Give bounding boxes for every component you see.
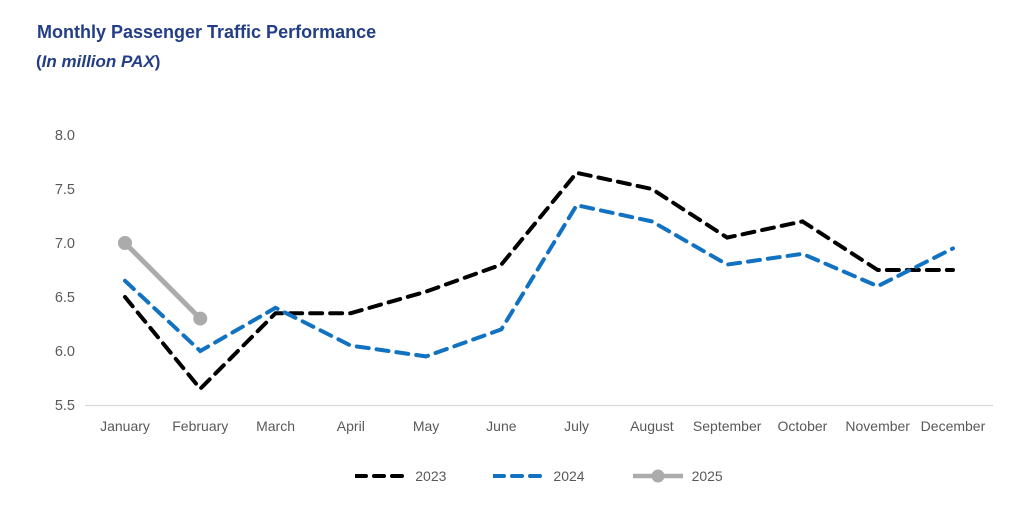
y-tick-label: 7.5: [55, 182, 75, 198]
chart-title: Monthly Passenger Traffic Performance: [37, 22, 377, 42]
y-tick-label: 6.5: [55, 290, 75, 306]
y-tick-label: 5.5: [55, 398, 75, 414]
x-tick-label: September: [693, 418, 762, 434]
subtitle-text: In million PAX: [41, 52, 155, 71]
series-line-2024: [123, 202, 955, 359]
legend-label-2023: 2023: [415, 468, 447, 484]
legend-item-2025: 2025: [632, 468, 723, 484]
x-tick-label: December: [921, 418, 986, 434]
x-tick-label: July: [564, 418, 589, 434]
x-tick-label: August: [630, 418, 674, 434]
series-marker-2025: [118, 236, 132, 250]
legend-swatch-2025-solid-marker-line: [632, 469, 684, 483]
chart-legend: 2023 2024 2025: [85, 468, 993, 484]
legend-swatch-2023-dashed-line: [355, 469, 408, 483]
y-tick-label: 6.0: [55, 344, 75, 360]
legend-item-2023: 2023: [355, 468, 446, 484]
x-tick-label: April: [337, 418, 365, 434]
x-tick-label: November: [845, 418, 910, 434]
x-tick-label: May: [413, 418, 439, 434]
x-tick-label: January: [100, 418, 150, 434]
legend-label-2025: 2025: [691, 468, 723, 484]
legend-label-2024: 2024: [553, 468, 585, 484]
legend-item-2024: 2024: [493, 468, 585, 484]
series-line-2025: [123, 241, 203, 321]
y-tick-label: 7.0: [55, 236, 75, 252]
x-tick-label: February: [172, 418, 228, 434]
chart-subtitle: (In million PAX): [36, 50, 160, 74]
x-tick-label: October: [778, 418, 828, 434]
x-tick-label: March: [256, 418, 295, 434]
subtitle-open-paren: (: [36, 52, 42, 71]
legend-swatch-2024-dashed-line: [493, 469, 546, 483]
x-tick-label: June: [486, 418, 517, 434]
series-line-2023: [123, 170, 955, 392]
y-tick-label: 8.0: [55, 128, 75, 144]
subtitle-close-paren: ): [154, 52, 161, 71]
series-marker-2025: [193, 311, 208, 326]
